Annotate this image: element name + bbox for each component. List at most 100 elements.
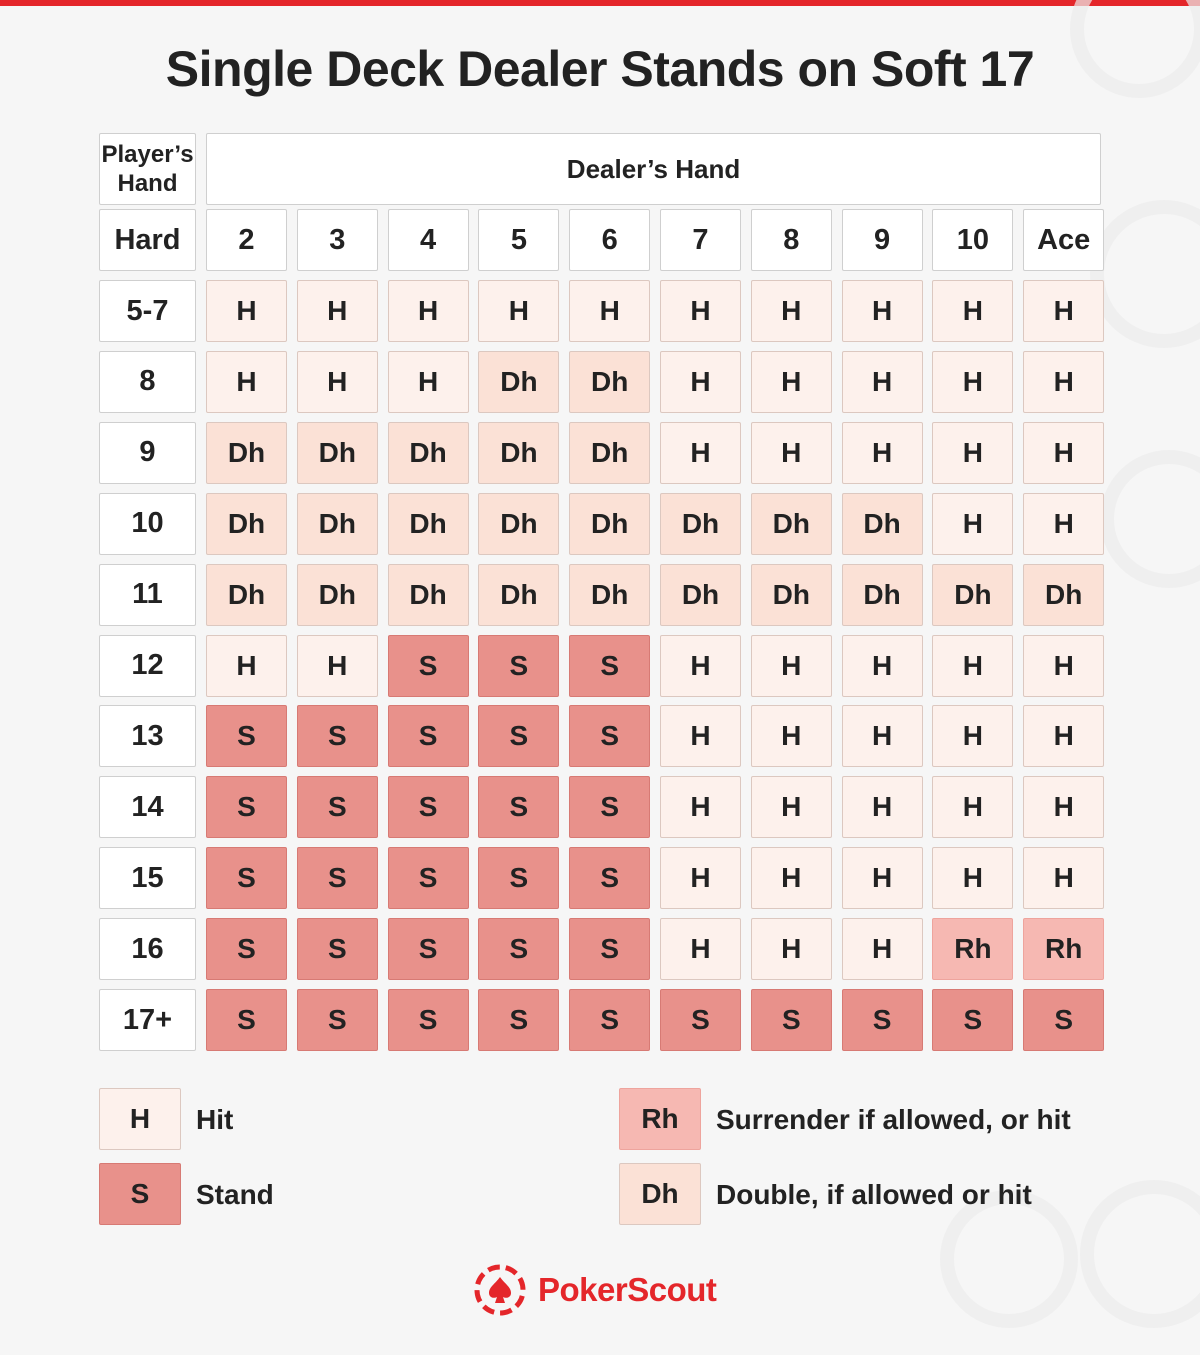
action-cell-s: S [206,989,287,1051]
action-cell-s: S [569,776,651,839]
action-cell-dh: Dh [206,563,287,626]
action-cell-h: H [1023,421,1105,484]
action-cell-s: S [206,847,287,910]
action-cell-h: H [1023,776,1105,839]
action-cell-h: H [750,421,832,484]
dealer-card-2: 2 [206,209,287,271]
chart-title: Single Deck Dealer Stands on Soft 17 [165,41,1035,97]
action-cell-s: S [206,705,287,768]
action-cell-dh: Dh [206,492,287,555]
action-cell-h: H [206,280,287,342]
action-cell-s: S [660,989,741,1051]
legend-swatch-rh: Rh [619,1088,701,1150]
action-cell-s: S [569,918,651,981]
player-hand-15: 15 [99,847,196,910]
legend-label-s: Stand [196,1179,274,1210]
action-cell-h: H [206,634,287,697]
player-hand-8: 8 [99,350,196,413]
dealer-card-9: 9 [841,209,923,271]
player-hand-11: 11 [99,563,196,626]
action-cell-h: H [660,634,741,697]
action-cell-s: S [569,634,651,697]
action-cell-h: H [387,280,469,342]
action-cell-s: S [206,918,287,981]
action-cell-s: S [296,776,378,839]
action-cell-h: H [660,421,741,484]
action-cell-s: S [296,918,378,981]
action-cell-s: S [296,989,378,1051]
player-hand-9: 9 [99,421,196,484]
action-cell-h: H [660,350,741,413]
dealer-card-8: 8 [750,209,832,271]
action-cell-s: S [750,989,832,1051]
action-cell-s: S [478,634,560,697]
action-cell-h: H [932,776,1014,839]
action-cell-dh: Dh [750,492,832,555]
background-chip-decoration [1080,1180,1200,1328]
action-cell-h: H [660,847,741,910]
player-hand-14: 14 [99,776,196,839]
action-cell-h: H [296,280,378,342]
action-cell-h: H [1023,705,1105,768]
dealer-card-6: 6 [569,209,651,271]
action-cell-h: H [750,705,832,768]
action-cell-h: H [569,280,651,342]
legend-label-h: Hit [196,1104,234,1135]
legend-label-rh: Surrender if allowed, or hit [716,1104,1071,1135]
action-cell-dh: Dh [569,492,651,555]
action-cell-dh: Dh [1023,563,1105,626]
dealer-card-3: 3 [296,209,378,271]
background-chip-decoration [1100,450,1200,588]
action-cell-h: H [841,421,923,484]
action-cell-h: H [841,918,923,981]
dealer-card-ace: Ace [1023,209,1105,271]
action-cell-dh: Dh [569,350,651,413]
action-cell-h: H [932,492,1014,555]
pokerscout-logo: PokerScout [474,1262,717,1318]
player-hand-12: 12 [99,634,196,697]
action-cell-h: H [932,421,1014,484]
action-cell-s: S [206,776,287,839]
action-cell-dh: Dh [478,563,560,626]
action-cell-s: S [387,918,469,981]
hard-label: Hard [99,209,196,271]
player-hand-17+: 17+ [99,989,196,1051]
action-cell-h: H [750,847,832,910]
action-cell-s: S [841,989,923,1051]
action-cell-dh: Dh [750,563,832,626]
action-cell-s: S [932,989,1014,1051]
action-cell-s: S [387,847,469,910]
action-cell-dh: Dh [296,421,378,484]
action-cell-dh: Dh [296,492,378,555]
action-cell-dh: Dh [841,563,923,626]
background-chip-decoration [1090,200,1200,348]
action-cell-s: S [1023,989,1105,1051]
players-hand-header: Player’s Hand [99,133,196,205]
top-accent-bar [0,0,1200,6]
action-cell-h: H [1023,634,1105,697]
action-cell-dh: Dh [478,492,560,555]
action-cell-h: H [1023,847,1105,910]
action-cell-h: H [296,350,378,413]
action-cell-s: S [387,776,469,839]
action-cell-dh: Dh [478,350,560,413]
action-cell-h: H [296,634,378,697]
action-cell-dh: Dh [660,492,741,555]
action-cell-dh: Dh [387,563,469,626]
action-cell-h: H [750,350,832,413]
action-cell-h: H [478,280,560,342]
legend-swatch-s: S [99,1163,181,1225]
player-hand-16: 16 [99,918,196,981]
action-cell-h: H [932,705,1014,768]
action-cell-h: H [660,705,741,768]
action-cell-dh: Dh [569,563,651,626]
action-cell-dh: Dh [932,563,1014,626]
action-cell-h: H [1023,350,1105,413]
player-hand-10: 10 [99,492,196,555]
action-cell-h: H [387,350,469,413]
logo-text: PokerScout [538,1271,717,1308]
action-cell-h: H [841,350,923,413]
action-cell-h: H [660,280,741,342]
player-hand-5-7: 5-7 [99,280,196,342]
action-cell-s: S [478,847,560,910]
